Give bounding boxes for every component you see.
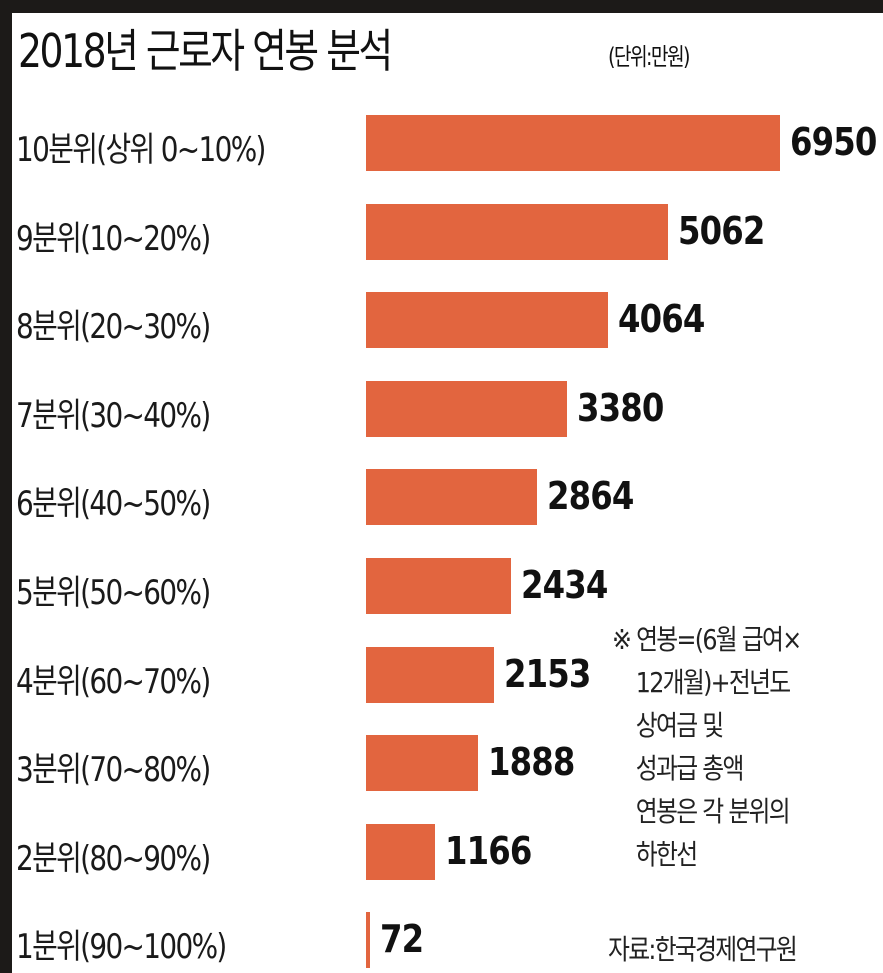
category-label: 5분위(50~60%) (16, 573, 211, 613)
footnote-line: 상여금 및 (635, 709, 724, 742)
bar (366, 912, 371, 969)
value-label: 2153 (504, 651, 591, 696)
bar-row: 2분위(80~90%) 1166 (12, 823, 883, 880)
category-label: 3분위(70~80%) (16, 750, 211, 791)
bar (366, 735, 479, 792)
value-label: 6950 (790, 120, 877, 164)
bar-row: 3분위(70~80%) 1888 (12, 735, 883, 792)
bar-row: 9분위(10~20%) 5062 (12, 203, 883, 260)
category-label: 1분위(90~100%) (16, 927, 227, 968)
value-label: 2864 (546, 474, 634, 519)
footnote-line: 하한선 (635, 838, 698, 871)
category-label: 9분위(10~20%) (16, 218, 211, 259)
chart-title-main: 2018년 근로자 연봉 분석 (18, 24, 393, 78)
bar (366, 823, 436, 880)
bar-row: 4분위(60~70%) 2153 (12, 646, 883, 703)
bar (366, 292, 609, 349)
bar-row: 8분위(20~30%) 4064 (12, 292, 883, 349)
footnote: ※ 연봉=(6월 급여× 12개월)+전년도 상여금 및 성과급 총액 연봉은 … (612, 618, 834, 876)
bar-row: 6분위(40~50%) 2864 (12, 469, 883, 526)
chart-title-unit: (단위:만원) (608, 43, 691, 71)
value-label: 5062 (677, 208, 765, 253)
footnote-line: 성과급 총액 (635, 752, 745, 785)
bar-row: 1분위(90~100%) 72 (12, 912, 883, 969)
value-label: 3380 (577, 385, 664, 430)
category-label: 4분위(60~70%) (16, 661, 211, 702)
category-label: 8분위(20~30%) (16, 307, 211, 348)
chart-title: 2018년 근로자 연봉 분석 (단위:만원) (18, 15, 691, 81)
value-label: 72 (380, 917, 424, 962)
footnote-line: 연봉은 각 분위의 (635, 795, 791, 828)
value-label: 2434 (520, 563, 608, 607)
footnote-line: ※ 연봉=(6월 급여× (612, 623, 802, 656)
bar (366, 203, 668, 260)
bar-row: 5분위(50~60%) 2434 (12, 558, 883, 614)
category-label: 10분위(상위 0~10%) (16, 130, 266, 170)
bar (366, 558, 511, 614)
category-label: 7분위(30~40%) (16, 395, 211, 436)
value-label: 1888 (488, 740, 575, 785)
value-label: 1166 (445, 828, 532, 873)
category-label: 2분위(80~90%) (16, 838, 211, 879)
bar-row: 7분위(30~40%) 3380 (12, 380, 883, 437)
value-label: 4064 (618, 297, 705, 342)
bar (366, 115, 780, 171)
bar (366, 380, 568, 437)
category-label: 6분위(40~50%) (16, 484, 211, 525)
bar (366, 469, 537, 526)
source-credit: 자료:한국경제연구원 (608, 933, 798, 966)
bar-row: 10분위(상위 0~10%) 6950 (12, 115, 883, 171)
bar (366, 646, 495, 703)
chart-panel: 2018년 근로자 연봉 분석 (단위:만원) 10분위(상위 0~10%) 69… (12, 13, 883, 973)
footnote-line: 12개월)+전년도 (635, 666, 791, 699)
